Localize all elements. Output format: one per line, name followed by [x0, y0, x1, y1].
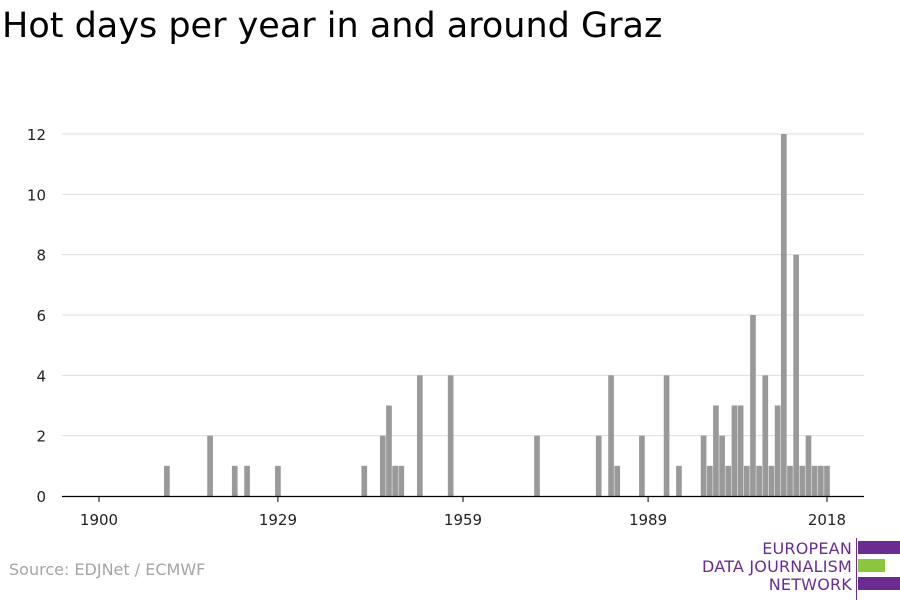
y-tick-label: 8: [36, 247, 46, 265]
bar: [534, 435, 540, 496]
y-tick-label: 12: [27, 126, 46, 144]
bar: [639, 435, 645, 496]
x-axis: 1900 1929 1959 1989 2018: [62, 495, 864, 529]
bar: [392, 465, 398, 496]
y-axis: 0 2 4 6 8 10 12: [27, 126, 46, 506]
bar: [793, 254, 799, 496]
x-tick-label: 1989: [629, 511, 667, 529]
bar: [447, 375, 454, 496]
y-tick-label: 0: [36, 488, 46, 506]
logo-line-european: EUROPEAN: [762, 539, 852, 558]
bar: [780, 134, 787, 496]
bar: [275, 465, 281, 496]
gridlines: [62, 133, 864, 437]
logo-line-data-journalism: DATA JOURNALISM: [702, 557, 852, 576]
bar: [207, 435, 213, 496]
x-tick-label: 1900: [80, 511, 118, 529]
bar: [824, 465, 830, 496]
bar: [737, 405, 744, 496]
bar: [725, 465, 732, 496]
bar: [614, 465, 621, 496]
bar: [608, 375, 614, 496]
edjnet-logo: EUROPEAN DATA JOURNALISM NETWORK: [700, 538, 900, 600]
bar: [164, 465, 170, 496]
logo-bar-purple-top: [858, 541, 900, 554]
bar: [595, 435, 602, 496]
bar: [663, 375, 670, 496]
bar: [762, 375, 769, 496]
logo-bar-green: [858, 559, 885, 572]
bar: [416, 375, 423, 496]
x-tick-label: 2018: [808, 511, 846, 529]
bars: [164, 134, 830, 496]
y-tick-label: 6: [36, 307, 46, 325]
bar: [706, 465, 713, 496]
bar: [750, 315, 756, 496]
y-tick-label: 2: [36, 428, 46, 446]
bar: [231, 465, 238, 496]
bar-chart: 0 2 4 6 8 10 12 1900 1929 1959 1989 2018: [27, 126, 864, 529]
bar: [817, 465, 824, 496]
bar: [386, 405, 392, 496]
bar: [805, 435, 812, 496]
bar: [731, 405, 738, 496]
logo-separator: [856, 538, 857, 600]
x-tick-label: 1929: [259, 511, 297, 529]
source-note: Source: EDJNet / ECMWF: [9, 560, 206, 579]
bar: [743, 465, 750, 496]
bar: [787, 465, 793, 496]
bar: [700, 435, 707, 496]
bar: [244, 465, 250, 496]
bar: [676, 465, 682, 496]
chart-title: Hot days per year in and around Graz: [2, 6, 663, 46]
bar: [398, 465, 405, 496]
bar: [719, 435, 725, 496]
bar: [379, 435, 386, 496]
bar: [811, 465, 818, 496]
bar: [713, 405, 719, 496]
bar: [756, 465, 762, 496]
bar: [774, 405, 781, 496]
bar: [768, 465, 775, 496]
bar: [361, 465, 368, 496]
y-tick-label: 10: [27, 186, 46, 204]
bar: [799, 465, 806, 496]
logo-line-network: NETWORK: [768, 575, 852, 594]
logo-bar-purple-bottom: [858, 577, 900, 590]
x-tick-label: 1959: [444, 511, 482, 529]
y-tick-label: 4: [36, 367, 46, 385]
